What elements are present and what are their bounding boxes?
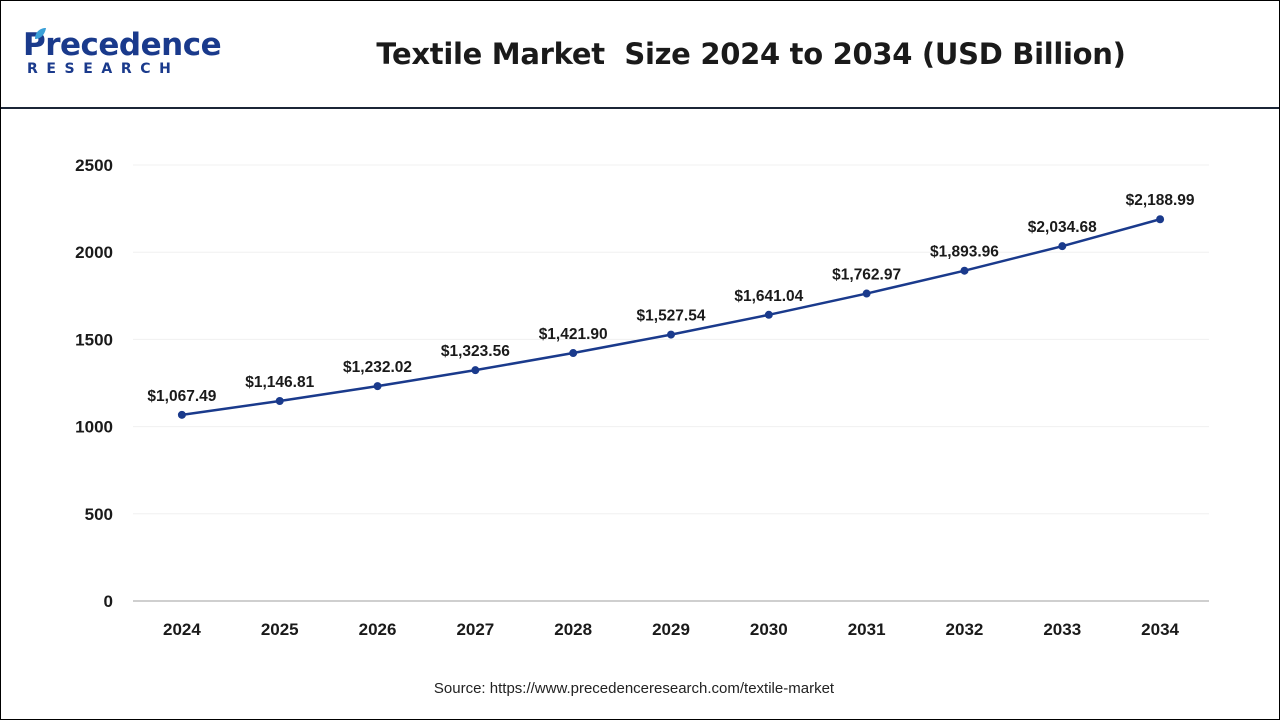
data-label: $1,893.96 <box>930 244 999 261</box>
data-point <box>471 366 480 375</box>
y-tick-label: 1500 <box>75 330 113 349</box>
data-label: $1,067.49 <box>147 388 216 405</box>
x-tick-label: 2025 <box>261 620 299 639</box>
data-point <box>667 330 675 339</box>
x-tick-label: 2024 <box>163 620 201 639</box>
data-label: $2,034.68 <box>1028 219 1097 236</box>
logo: Precedence RESEARCH <box>23 27 223 87</box>
leaf-icon <box>35 28 46 39</box>
x-tick-label: 2031 <box>848 620 886 639</box>
data-point <box>177 410 186 419</box>
y-tick-label: 2000 <box>75 243 113 262</box>
y-tick-label: 1000 <box>75 418 113 437</box>
data-label: $1,146.81 <box>245 374 314 391</box>
logo-subtitle: RESEARCH <box>27 61 180 77</box>
data-point <box>1156 215 1165 224</box>
x-tick-label: 2029 <box>652 620 690 639</box>
x-tick-label: 2027 <box>456 620 494 639</box>
y-tick-label: 500 <box>85 505 113 524</box>
x-tick-label: 2033 <box>1043 620 1081 639</box>
x-tick-label: 2026 <box>359 620 397 639</box>
data-point <box>764 310 773 319</box>
data-label: $1,232.02 <box>343 359 412 376</box>
x-tick-label: 2032 <box>946 620 984 639</box>
data-label: $1,641.04 <box>734 288 803 305</box>
x-tick-label: 2030 <box>750 620 788 639</box>
logo-brand: Precedence <box>23 27 222 63</box>
header: Precedence RESEARCH Textile Market Size … <box>1 1 1279 109</box>
data-label: $1,323.56 <box>441 343 510 360</box>
data-label: $1,421.90 <box>539 326 608 343</box>
data-point <box>1058 242 1067 251</box>
source-note: Source: https://www.precedenceresearch.c… <box>433 680 835 697</box>
data-point <box>373 382 382 391</box>
data-point <box>862 289 871 298</box>
x-tick-label: 2034 <box>1141 620 1179 639</box>
data-point <box>960 266 969 275</box>
data-label: $2,188.99 <box>1126 192 1195 209</box>
chart-title: Textile Market Size 2024 to 2034 (USD Bi… <box>376 37 1126 71</box>
data-point <box>569 349 578 358</box>
x-tick-label: 2028 <box>554 620 592 639</box>
y-tick-label: 2500 <box>75 156 113 175</box>
y-tick-label: 0 <box>104 592 113 611</box>
data-label: $1,762.97 <box>832 267 901 284</box>
data-label: $1,527.54 <box>637 308 706 325</box>
data-point <box>275 396 284 405</box>
